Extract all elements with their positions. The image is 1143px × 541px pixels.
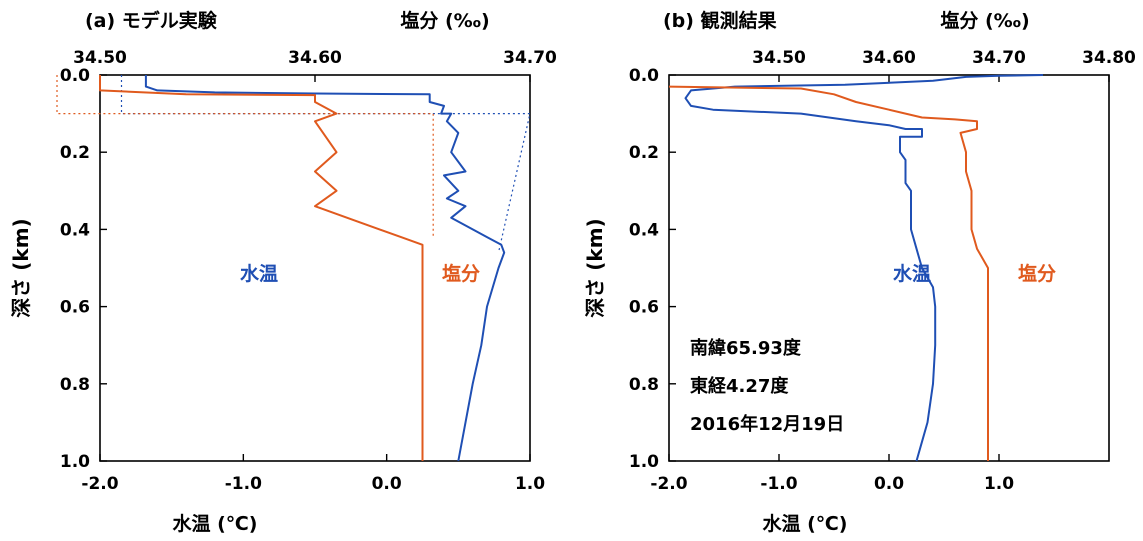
panel-b-y-tick-label: 0.0 <box>629 66 659 86</box>
panel-b-salinity-axis-label: 塩分 (‰) <box>940 9 1029 32</box>
panel-a-temperature-label: 水温 <box>240 263 278 285</box>
panel-a-title: (a) モデル実験 <box>85 9 218 32</box>
panel-b-y-tick-label: 1.0 <box>629 452 659 472</box>
panel-a: (a) モデル実験 塩分 (‰) 水温 (℃) 深さ (km) 水温 塩分 0.… <box>9 9 557 535</box>
panel-a-x-top-tick-label: 34.50 <box>73 48 127 68</box>
panel-a-y-tick-label: 1.0 <box>60 452 90 472</box>
panel-a-series-temperature <box>144 75 506 462</box>
panel-a-series-salinity <box>99 75 424 461</box>
panel-b: (b) 観測結果 塩分 (‰) 水温 (℃) 深さ (km) 水温 塩分 南緯6… <box>583 9 1136 535</box>
panel-a-x-top-tick-label: 34.60 <box>288 48 342 68</box>
panel-b-temperature-axis-label: 水温 (℃) <box>763 513 848 535</box>
panel-a-y-tick-label: 0.2 <box>60 143 90 163</box>
panel-a-salinity-label: 塩分 <box>442 262 480 285</box>
panel-b-x-top-tick-label: 34.70 <box>972 48 1026 68</box>
panel-b-x-top-tick-label: 34.80 <box>1082 48 1136 68</box>
panel-a-salinity-axis-label: 塩分 (‰) <box>400 9 489 32</box>
panel-a-reference-line-0 <box>120 75 531 253</box>
panel-a-y-tick-label: 0.6 <box>60 298 90 318</box>
panel-b-x-top-tick-label: 34.60 <box>862 48 916 68</box>
panel-b-y-tick-label: 0.2 <box>629 143 659 163</box>
panel-b-series-salinity <box>668 85 989 461</box>
panel-b-y-tick-label: 0.8 <box>629 375 659 395</box>
panel-b-longitude-note: 東経4.27度 <box>690 375 789 397</box>
panel-a-y-tick-label: 0.4 <box>60 220 90 240</box>
panel-a-depth-axis-label: 深さ (km) <box>9 218 33 317</box>
panel-b-latitude-note: 南緯65.93度 <box>690 337 802 359</box>
panel-b-x-bottom-tick-label: -1.0 <box>760 474 797 494</box>
panel-b-y-tick-label: 0.6 <box>629 298 659 318</box>
panel-a-x-bottom-tick-label: 1.0 <box>515 474 545 494</box>
panel-b-y-tick-label: 0.4 <box>629 220 659 240</box>
panel-b-depth-axis-label: 深さ (km) <box>583 218 607 317</box>
panel-b-date-note: 2016年12月19日 <box>690 413 844 435</box>
panel-b-salinity-label: 塩分 <box>1018 262 1056 285</box>
panel-a-y-tick-label: 0.0 <box>60 66 90 86</box>
panel-a-x-bottom-tick-label: 0.0 <box>372 474 402 494</box>
panel-a-temperature-axis-label: 水温 (℃) <box>173 513 258 535</box>
panel-b-x-bottom-tick-label: 0.0 <box>874 474 904 494</box>
panel-b-series-temperature <box>684 74 1044 462</box>
panel-a-y-tick-label: 0.8 <box>60 375 90 395</box>
panel-a-x-bottom-tick-label: -2.0 <box>81 474 118 494</box>
panel-b-x-top-tick-label: 34.50 <box>752 48 806 68</box>
panel-b-x-bottom-tick-label: -2.0 <box>650 474 687 494</box>
panel-b-x-bottom-tick-label: 1.0 <box>984 474 1014 494</box>
panel-b-title: (b) 観測結果 <box>663 9 777 32</box>
panel-a-x-bottom-tick-label: -1.0 <box>225 474 262 494</box>
panel-a-reference-line-1 <box>56 75 434 238</box>
panel-a-x-top-tick-label: 34.70 <box>503 48 557 68</box>
